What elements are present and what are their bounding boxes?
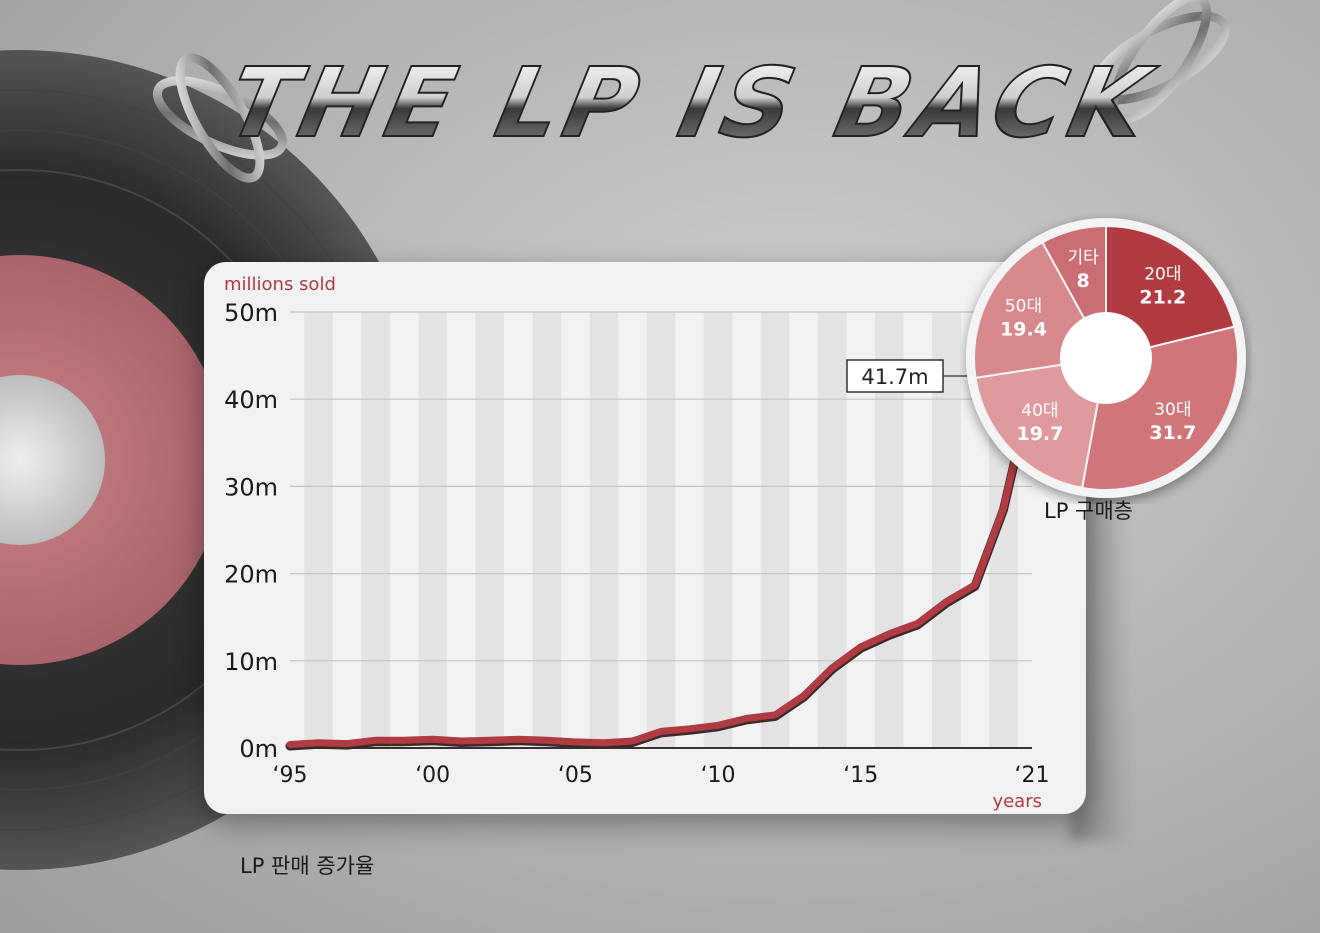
data-point xyxy=(887,632,891,636)
annotation-box xyxy=(846,359,944,393)
year-band xyxy=(703,312,733,748)
data-point xyxy=(688,727,692,731)
y-tick-label: 0m xyxy=(239,735,278,763)
poster-title: THE LP IS BACK xyxy=(217,46,1165,160)
donut-slice xyxy=(974,356,1108,489)
data-point xyxy=(973,583,977,587)
donut-slice xyxy=(1105,224,1236,360)
data-point xyxy=(773,713,777,717)
data-point xyxy=(602,741,606,745)
slice-label: 기타 xyxy=(1067,248,1099,268)
data-point xyxy=(745,716,749,720)
chrome-ring-right xyxy=(1090,0,1230,124)
data-point xyxy=(859,645,863,649)
slice-label: 50대 xyxy=(1005,296,1042,316)
title-text: THE LP IS BACK xyxy=(218,47,1164,159)
data-point xyxy=(374,738,378,742)
x-tick-label: ‘05 xyxy=(558,763,593,788)
x-tick-labels: ‘95 ‘00 ‘05 ‘10 ‘15 ‘21 xyxy=(273,763,1050,788)
pie-chart-caption: LP 구매층 xyxy=(1044,499,1133,523)
year-band xyxy=(646,312,676,748)
donut-hole xyxy=(1060,312,1152,404)
data-point xyxy=(288,743,292,747)
slice-label: 20대 xyxy=(1144,265,1181,285)
x-tick-label: ‘15 xyxy=(843,763,878,788)
slice-value: 31.7 xyxy=(1149,422,1196,444)
x-axis-label: years xyxy=(992,791,1042,812)
y-tick-label: 20m xyxy=(224,561,278,589)
slice-value: 21.2 xyxy=(1139,287,1186,309)
year-band xyxy=(589,312,619,748)
slice-value: 19.4 xyxy=(1000,318,1047,340)
data-point xyxy=(830,666,834,670)
donut-slices xyxy=(973,224,1239,491)
data-point xyxy=(716,723,720,727)
slice-value: 19.7 xyxy=(1016,423,1063,445)
line-chart-caption: LP 판매 증가율 xyxy=(240,854,375,878)
year-band xyxy=(760,312,790,748)
year-band xyxy=(361,312,390,748)
data-point xyxy=(1001,506,1005,510)
y-tick-label: 10m xyxy=(224,648,278,676)
y-tick-labels: 0m 10m 20m 30m 40m 50m xyxy=(224,299,278,763)
slice-value: 8 xyxy=(1077,270,1090,292)
data-point xyxy=(916,621,920,625)
year-band xyxy=(418,312,447,748)
data-points xyxy=(288,382,1034,747)
vinyl-hole xyxy=(0,375,105,545)
annotation-label: 41.7m xyxy=(861,365,928,389)
year-band xyxy=(532,312,562,748)
data-point xyxy=(944,600,948,604)
x-tick-label: ‘21 xyxy=(1015,763,1050,788)
y-tick-label: 30m xyxy=(224,473,278,501)
vinyl-label xyxy=(0,255,225,665)
data-point xyxy=(545,738,549,742)
chrome-ring-left xyxy=(152,53,288,183)
slice-label: 30대 xyxy=(1154,400,1191,420)
x-tick-label: ‘00 xyxy=(415,763,450,788)
data-point xyxy=(630,739,634,743)
y-tick-label: 40m xyxy=(224,386,278,414)
y-axis-label: millions sold xyxy=(224,274,336,295)
x-tick-label: ‘10 xyxy=(701,763,736,788)
data-point xyxy=(431,737,435,741)
data-point xyxy=(573,740,577,744)
data-point xyxy=(317,741,321,745)
year-band xyxy=(475,312,505,748)
data-point xyxy=(345,742,349,746)
data-point xyxy=(516,737,520,741)
data-point xyxy=(659,729,663,733)
x-tick-label: ‘95 xyxy=(273,763,308,788)
data-point xyxy=(402,738,406,742)
line-chart: 0m 10m 20m 30m 40m 50m ‘95 ‘00 ‘05 ‘10 ‘15 ‘21 mil… xyxy=(224,274,1050,812)
data-point xyxy=(488,738,492,742)
slice-label: 40대 xyxy=(1021,401,1058,421)
y-tick-label: 50m xyxy=(224,299,278,327)
data-point xyxy=(802,694,806,698)
data-point xyxy=(459,739,463,743)
year-band xyxy=(304,312,333,748)
